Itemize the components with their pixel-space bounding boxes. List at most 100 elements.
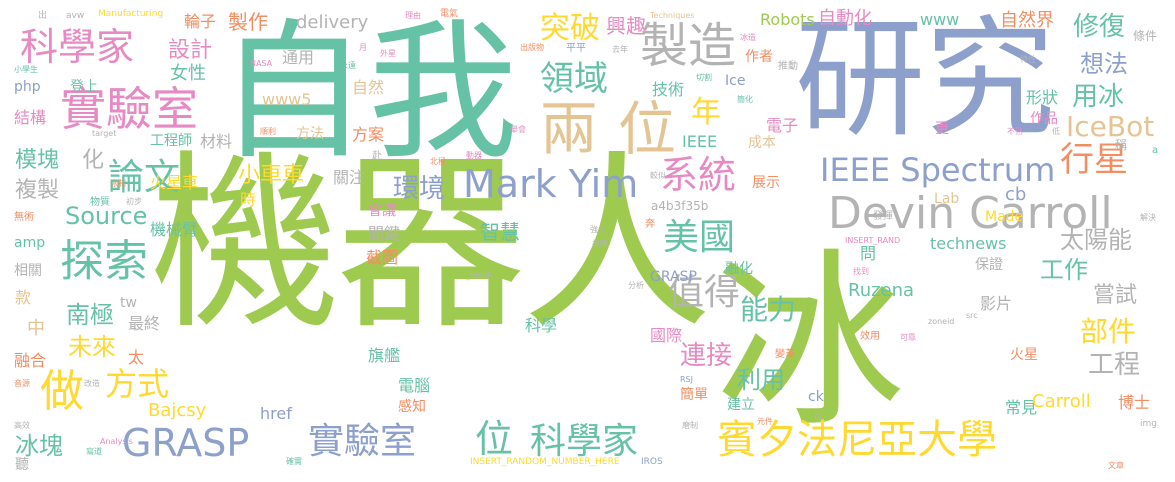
- word-ronghe: 融合: [14, 351, 47, 370]
- word-zhanshi: 展示: [752, 175, 780, 191]
- word-lunzi: 輪子: [184, 12, 217, 31]
- word-zuizhong: 最終: [128, 314, 161, 333]
- word-www5: www5: [262, 90, 312, 109]
- word-nuxing: 女性: [170, 63, 206, 84]
- word-nanji: 南極: [66, 301, 114, 329]
- word-ziranjie: 自然界: [1000, 10, 1054, 31]
- word-wen: 問: [860, 244, 877, 263]
- word-meiguo: 美國: [663, 217, 736, 258]
- word-jietu: 截圖: [366, 248, 399, 267]
- word-xingqu: 興趣: [606, 14, 646, 38]
- word-blank: _blank: [466, 271, 492, 280]
- word-xingxing: 行星: [1060, 140, 1128, 180]
- word-ben: 奔: [645, 219, 655, 230]
- word-huiyi: 會議: [368, 203, 396, 219]
- word-wuzhi: 物質: [90, 197, 110, 208]
- word-baozheng: 保證: [975, 257, 1003, 273]
- word-taiyangneng: 太陽能: [1060, 226, 1132, 254]
- word-ruzena: Ruzena: [848, 280, 915, 301]
- word-jiqiren: 機器人: [150, 134, 712, 355]
- word-zhizao: 製造: [640, 18, 737, 74]
- word-dianzi: 電子: [766, 116, 799, 135]
- word-tiaojian: 條件: [1133, 29, 1158, 43]
- word-cheng: 稱: [1115, 138, 1128, 152]
- word-grasp-1: GRASP: [122, 421, 250, 465]
- word-queshi: 確實: [286, 457, 302, 466]
- word-cb: cb: [1005, 184, 1027, 205]
- word-robots: Robots: [760, 10, 815, 29]
- word-yuanjian: 元件: [757, 417, 773, 426]
- word-fuzhi: 複製: [15, 178, 60, 203]
- word-bing: 冰: [715, 232, 906, 453]
- word-diannao: 電腦: [398, 376, 431, 395]
- word-yanjiu: 研究: [795, 3, 1056, 155]
- word-xiaoxuesheng: 小學生: [14, 65, 38, 74]
- word-a4b3: a4b3f35b: [651, 199, 709, 213]
- word-geng: 更: [935, 121, 949, 137]
- word-di: 低: [1052, 127, 1060, 136]
- word-insert-random: INSERT_RANDOM_NUMBER_HERE: [470, 457, 620, 467]
- word-lianjie: 連接: [680, 341, 733, 371]
- word-bajcsy: Bajcsy: [148, 400, 207, 421]
- word-gaoxiao: 高效: [14, 421, 30, 430]
- word-qiege: 切割: [696, 73, 712, 82]
- word-yinyuan: 音源: [14, 379, 30, 388]
- word-tai: 太: [128, 348, 145, 367]
- word-guoji: 國際: [650, 326, 683, 345]
- word-huanjing: 環境: [393, 174, 446, 204]
- word-boshi: 博士: [1118, 393, 1151, 412]
- word-changjian: 常見: [1005, 398, 1038, 417]
- word-xiangfa: 想法: [1080, 50, 1128, 78]
- word-kexue: 科學: [525, 316, 558, 335]
- word-zhide: 值得: [668, 272, 741, 313]
- word-hua: 化: [82, 148, 105, 173]
- word-bushu: 不熟: [1007, 127, 1023, 136]
- word-ronghua: 融化: [725, 261, 753, 277]
- word-yongbing: 用冰: [1072, 82, 1125, 112]
- word-xiufu: 修復: [1073, 12, 1126, 42]
- word-jiandan: 簡單: [680, 387, 708, 403]
- word-ting: 聽: [15, 457, 29, 473]
- word-kexuejia-1: 科學家: [20, 25, 135, 69]
- word-bingzhi: 冰制: [110, 179, 126, 188]
- word-xiedao: 寫道: [86, 447, 102, 456]
- word-tansuo: 探索: [60, 236, 148, 287]
- word-rsj: RSJ: [680, 375, 693, 384]
- word-amp: amp: [14, 235, 46, 251]
- word-src: src: [966, 311, 978, 320]
- word-icebot: IceBot: [1066, 110, 1155, 143]
- word-ice: Ice: [725, 73, 746, 89]
- word-source: Source: [65, 202, 148, 230]
- word-tongyong: 通用: [282, 48, 315, 67]
- word-grasp-2: GRASP: [650, 269, 697, 285]
- word-sheji: 設計: [168, 38, 213, 63]
- word-href: href: [260, 404, 292, 423]
- word-bingkuai: 冰塊: [15, 432, 63, 460]
- word-shiyanshi-2: 實驗室: [308, 421, 417, 462]
- word-wenzhang: 文章: [1108, 461, 1124, 470]
- word-wei-1: 位: [618, 95, 677, 163]
- word-liyong: 利用: [737, 366, 785, 394]
- word-kuan: 款: [15, 288, 32, 307]
- word-xingzhuang: 形狀: [1026, 88, 1059, 107]
- word-gongchengshi: 工程師: [150, 133, 192, 149]
- word-guzhang: 故障: [592, 239, 608, 248]
- word-changshi: 嘗試: [1093, 283, 1138, 308]
- word-zidonghua: 自動化: [818, 8, 872, 29]
- word-nengli: 能力: [740, 293, 797, 326]
- word-huoxing: 火星: [1010, 347, 1038, 363]
- word-delivery: delivery: [296, 12, 369, 33]
- word-jianli: 建立: [727, 397, 755, 413]
- word-zhaodao: 找到: [853, 267, 869, 276]
- word-zuo: 做: [40, 366, 84, 417]
- word-kexuejia-2: 科學家: [530, 421, 639, 462]
- word-lunwen: 論文: [108, 157, 181, 198]
- word-nian: 年: [691, 95, 721, 130]
- word-zoneid: zoneid: [928, 317, 955, 326]
- word-ieee-spectrum: IEEE Spectrum: [820, 151, 1056, 189]
- word-analysis: Analysis: [100, 437, 133, 446]
- word-fu: 赴: [372, 151, 382, 162]
- word-beiji: 北極: [430, 157, 446, 166]
- word-gongzuo: 工作: [1040, 256, 1088, 284]
